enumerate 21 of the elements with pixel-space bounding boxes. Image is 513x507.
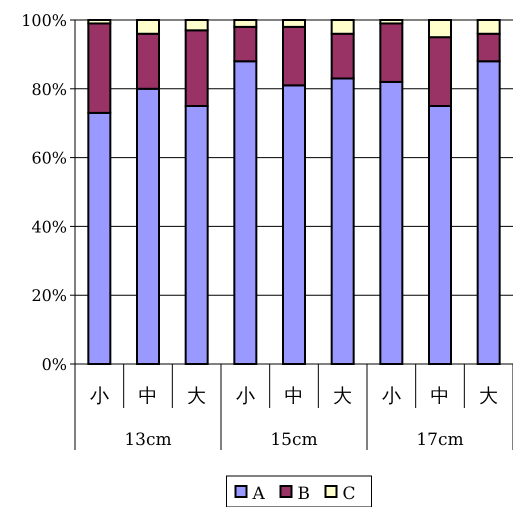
text: 13cm xyxy=(124,430,172,450)
y-tick-label: 60% xyxy=(31,148,67,168)
x-tick-label: 大 xyxy=(479,385,498,407)
y-tick-label: 100% xyxy=(21,11,67,30)
y-tick-label: 80% xyxy=(31,80,67,99)
y-tick-label: 20% xyxy=(31,286,67,306)
text: 17cm xyxy=(416,430,464,450)
y-tick-label: 0% xyxy=(42,355,67,374)
x-tick-label: 中 xyxy=(430,385,450,407)
y-tick-label: 40% xyxy=(31,217,67,236)
x-tick-label: 大 xyxy=(333,385,352,407)
legend-label: A xyxy=(252,484,266,504)
x-tick-label: 小 xyxy=(236,385,255,407)
x-tick-label: 中 xyxy=(138,385,158,407)
x-tick-label: 中 xyxy=(284,385,304,407)
legend-label: B xyxy=(298,484,310,504)
text: 15cm xyxy=(270,430,318,450)
x-tick-label: 小 xyxy=(382,385,401,407)
x-tick-label: 大 xyxy=(187,385,206,407)
legend-label: C xyxy=(342,484,356,504)
x-tick-label: 小 xyxy=(90,385,109,407)
